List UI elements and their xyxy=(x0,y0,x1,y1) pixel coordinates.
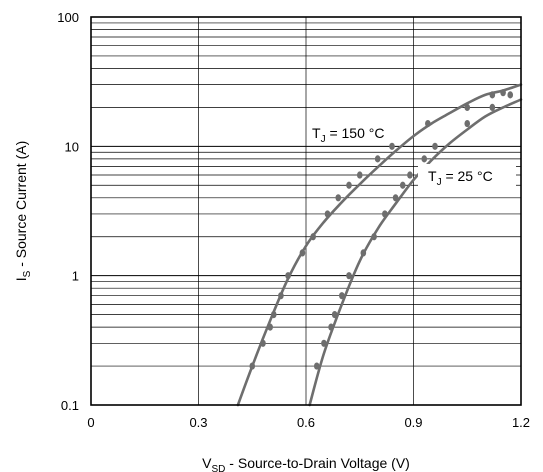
series-label-25-bg xyxy=(418,164,516,188)
y-axis-label: IS - Source Current (A) xyxy=(13,141,33,282)
series-line-0 xyxy=(236,83,523,407)
data-point-0-8 xyxy=(324,210,331,218)
series-label-150: TJ = 150 °C xyxy=(312,125,384,145)
data-point-0-3 xyxy=(270,310,277,319)
data-point-0-16 xyxy=(489,91,496,99)
data-point-0-5 xyxy=(285,272,291,280)
x-tick-label-0: 0 xyxy=(87,415,94,430)
x-tick-label-2: 0.6 xyxy=(297,415,315,430)
data-point-1-3 xyxy=(331,310,338,319)
data-point-0-14 xyxy=(425,119,431,128)
data-point-0-10 xyxy=(346,181,352,189)
x-axis-label: VSD - Source-to-Drain Voltage (V) xyxy=(202,455,410,472)
y-tick-label-2: 10 xyxy=(65,139,79,154)
x-axis-ticks: 0 0.3 0.6 0.9 1.2 xyxy=(87,415,530,430)
chart-series xyxy=(236,83,523,407)
series-label-25: TJ = 25 °C xyxy=(428,168,493,188)
data-point-1-1 xyxy=(321,339,327,347)
data-point-0-0 xyxy=(249,362,256,370)
data-point-0-9 xyxy=(335,194,342,202)
data-point-0-1 xyxy=(260,339,266,347)
x-tick-label-3: 0.9 xyxy=(404,415,422,430)
data-point-0-15 xyxy=(464,103,471,112)
y-axis-ticks: 0.1 1 10 100 xyxy=(57,10,79,413)
data-point-1-7 xyxy=(371,233,377,241)
y-tick-label-0: 0.1 xyxy=(61,398,79,413)
data-point-0-13 xyxy=(389,142,395,150)
data-point-1-10 xyxy=(399,181,406,189)
data-point-0-11 xyxy=(356,171,363,179)
data-point-0-17 xyxy=(500,89,506,97)
data-point-1-12 xyxy=(421,155,428,163)
data-point-0-2 xyxy=(267,323,273,331)
data-point-1-14 xyxy=(464,119,471,128)
x-tick-label-1: 0.3 xyxy=(189,415,207,430)
data-point-1-9 xyxy=(392,194,399,202)
data-point-0-4 xyxy=(278,292,284,300)
data-point-0-6 xyxy=(299,249,306,257)
data-point-1-13 xyxy=(432,142,438,150)
x-tick-label-4: 1.2 xyxy=(512,415,530,430)
data-point-0-7 xyxy=(310,233,316,241)
data-point-1-6 xyxy=(360,249,367,257)
data-point-1-0 xyxy=(313,362,320,370)
data-point-1-11 xyxy=(407,171,413,179)
data-point-1-2 xyxy=(328,323,334,331)
data-point-0-12 xyxy=(374,155,381,163)
data-point-1-15 xyxy=(489,103,496,112)
data-point-1-16 xyxy=(507,91,514,99)
data-point-1-5 xyxy=(346,272,352,280)
series-line-1 xyxy=(308,98,523,407)
y-tick-label-1: 1 xyxy=(72,269,79,284)
data-point-1-4 xyxy=(339,292,345,300)
chart-grid xyxy=(90,17,522,405)
data-point-1-8 xyxy=(382,210,388,218)
plot-frame xyxy=(90,16,522,406)
y-tick-label-3: 100 xyxy=(57,10,79,25)
